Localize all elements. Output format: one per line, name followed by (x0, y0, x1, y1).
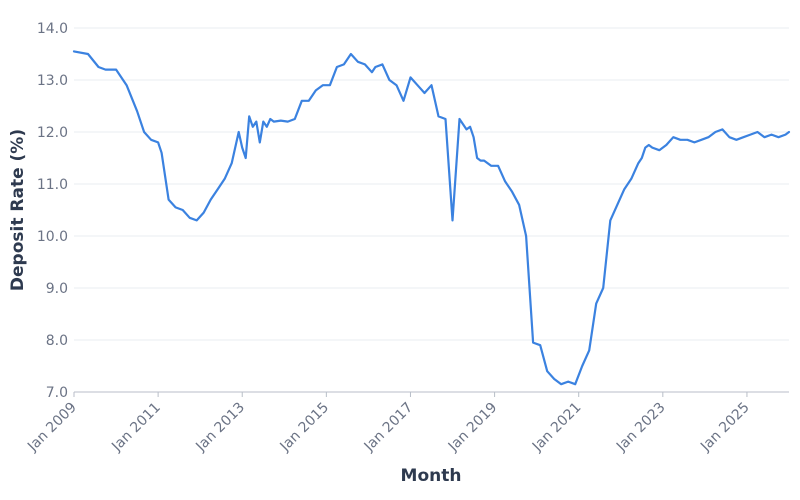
y-tick-labels: 7.0 8.0 9.0 10.0 11.0 12.0 13.0 14.0 (37, 21, 68, 401)
series-line (72, 50, 791, 386)
x-tick-labels: Jan 2009 Jan 2011 Jan 2013 Jan 2015 Jan 2017… (24, 400, 753, 456)
x-tick-label: Jan 2017 (361, 400, 417, 456)
x-tick-label: Jan 2023 (613, 400, 669, 456)
x-tick-label: Jan 2013 (192, 400, 248, 456)
y-tick-label: 10.0 (37, 229, 68, 245)
x-tick-label: Jan 2015 (277, 400, 333, 456)
y-tick-label: 9.0 (46, 281, 68, 297)
y-tick-label: 13.0 (37, 73, 68, 89)
x-tick-label: Jan 2019 (445, 400, 501, 456)
y-tick-label: 8.0 (46, 333, 68, 349)
axes (73, 391, 789, 397)
y-tick-label: 14.0 (37, 21, 68, 37)
x-axis-title: Month (401, 466, 462, 486)
y-axis-title: Deposit Rate (%) (8, 129, 28, 291)
x-tick-label: Jan 2025 (697, 400, 753, 456)
y-tick-label: 12.0 (37, 125, 68, 141)
series-layer (72, 50, 791, 386)
grid-lines (74, 27, 789, 393)
x-tick-label: Jan 2021 (529, 400, 585, 456)
y-tick-label: 7.0 (46, 385, 68, 401)
x-tick-label: Jan 2011 (108, 400, 164, 456)
y-tick-label: 11.0 (37, 177, 68, 193)
x-tick-label: Jan 2009 (24, 400, 80, 456)
